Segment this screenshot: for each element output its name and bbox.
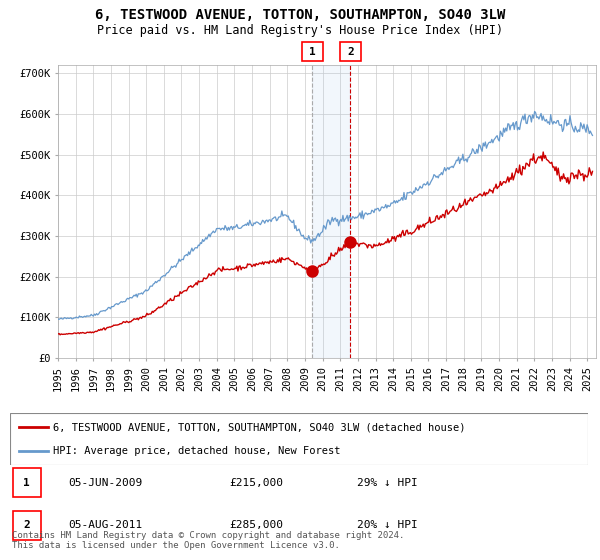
Text: Price paid vs. HM Land Registry's House Price Index (HPI): Price paid vs. HM Land Registry's House … xyxy=(97,24,503,37)
Text: 05-AUG-2011: 05-AUG-2011 xyxy=(68,520,142,530)
Text: 1: 1 xyxy=(23,478,30,488)
FancyBboxPatch shape xyxy=(302,42,323,61)
Text: HPI: Average price, detached house, New Forest: HPI: Average price, detached house, New … xyxy=(53,446,341,456)
Text: 6, TESTWOOD AVENUE, TOTTON, SOUTHAMPTON, SO40 3LW: 6, TESTWOOD AVENUE, TOTTON, SOUTHAMPTON,… xyxy=(95,8,505,22)
Text: 2: 2 xyxy=(347,46,354,57)
Text: Contains HM Land Registry data © Crown copyright and database right 2024.
This d: Contains HM Land Registry data © Crown c… xyxy=(12,531,404,550)
Text: 29% ↓ HPI: 29% ↓ HPI xyxy=(357,478,418,488)
FancyBboxPatch shape xyxy=(13,468,41,497)
FancyBboxPatch shape xyxy=(340,42,361,61)
Text: £285,000: £285,000 xyxy=(230,520,284,530)
FancyBboxPatch shape xyxy=(13,511,41,540)
Text: 1: 1 xyxy=(309,46,316,57)
Bar xyxy=(313,65,350,358)
FancyBboxPatch shape xyxy=(10,413,588,465)
Text: 6, TESTWOOD AVENUE, TOTTON, SOUTHAMPTON, SO40 3LW (detached house): 6, TESTWOOD AVENUE, TOTTON, SOUTHAMPTON,… xyxy=(53,422,466,432)
Text: 05-JUN-2009: 05-JUN-2009 xyxy=(68,478,142,488)
Text: £215,000: £215,000 xyxy=(230,478,284,488)
Text: 20% ↓ HPI: 20% ↓ HPI xyxy=(357,520,418,530)
Text: 2: 2 xyxy=(23,520,30,530)
